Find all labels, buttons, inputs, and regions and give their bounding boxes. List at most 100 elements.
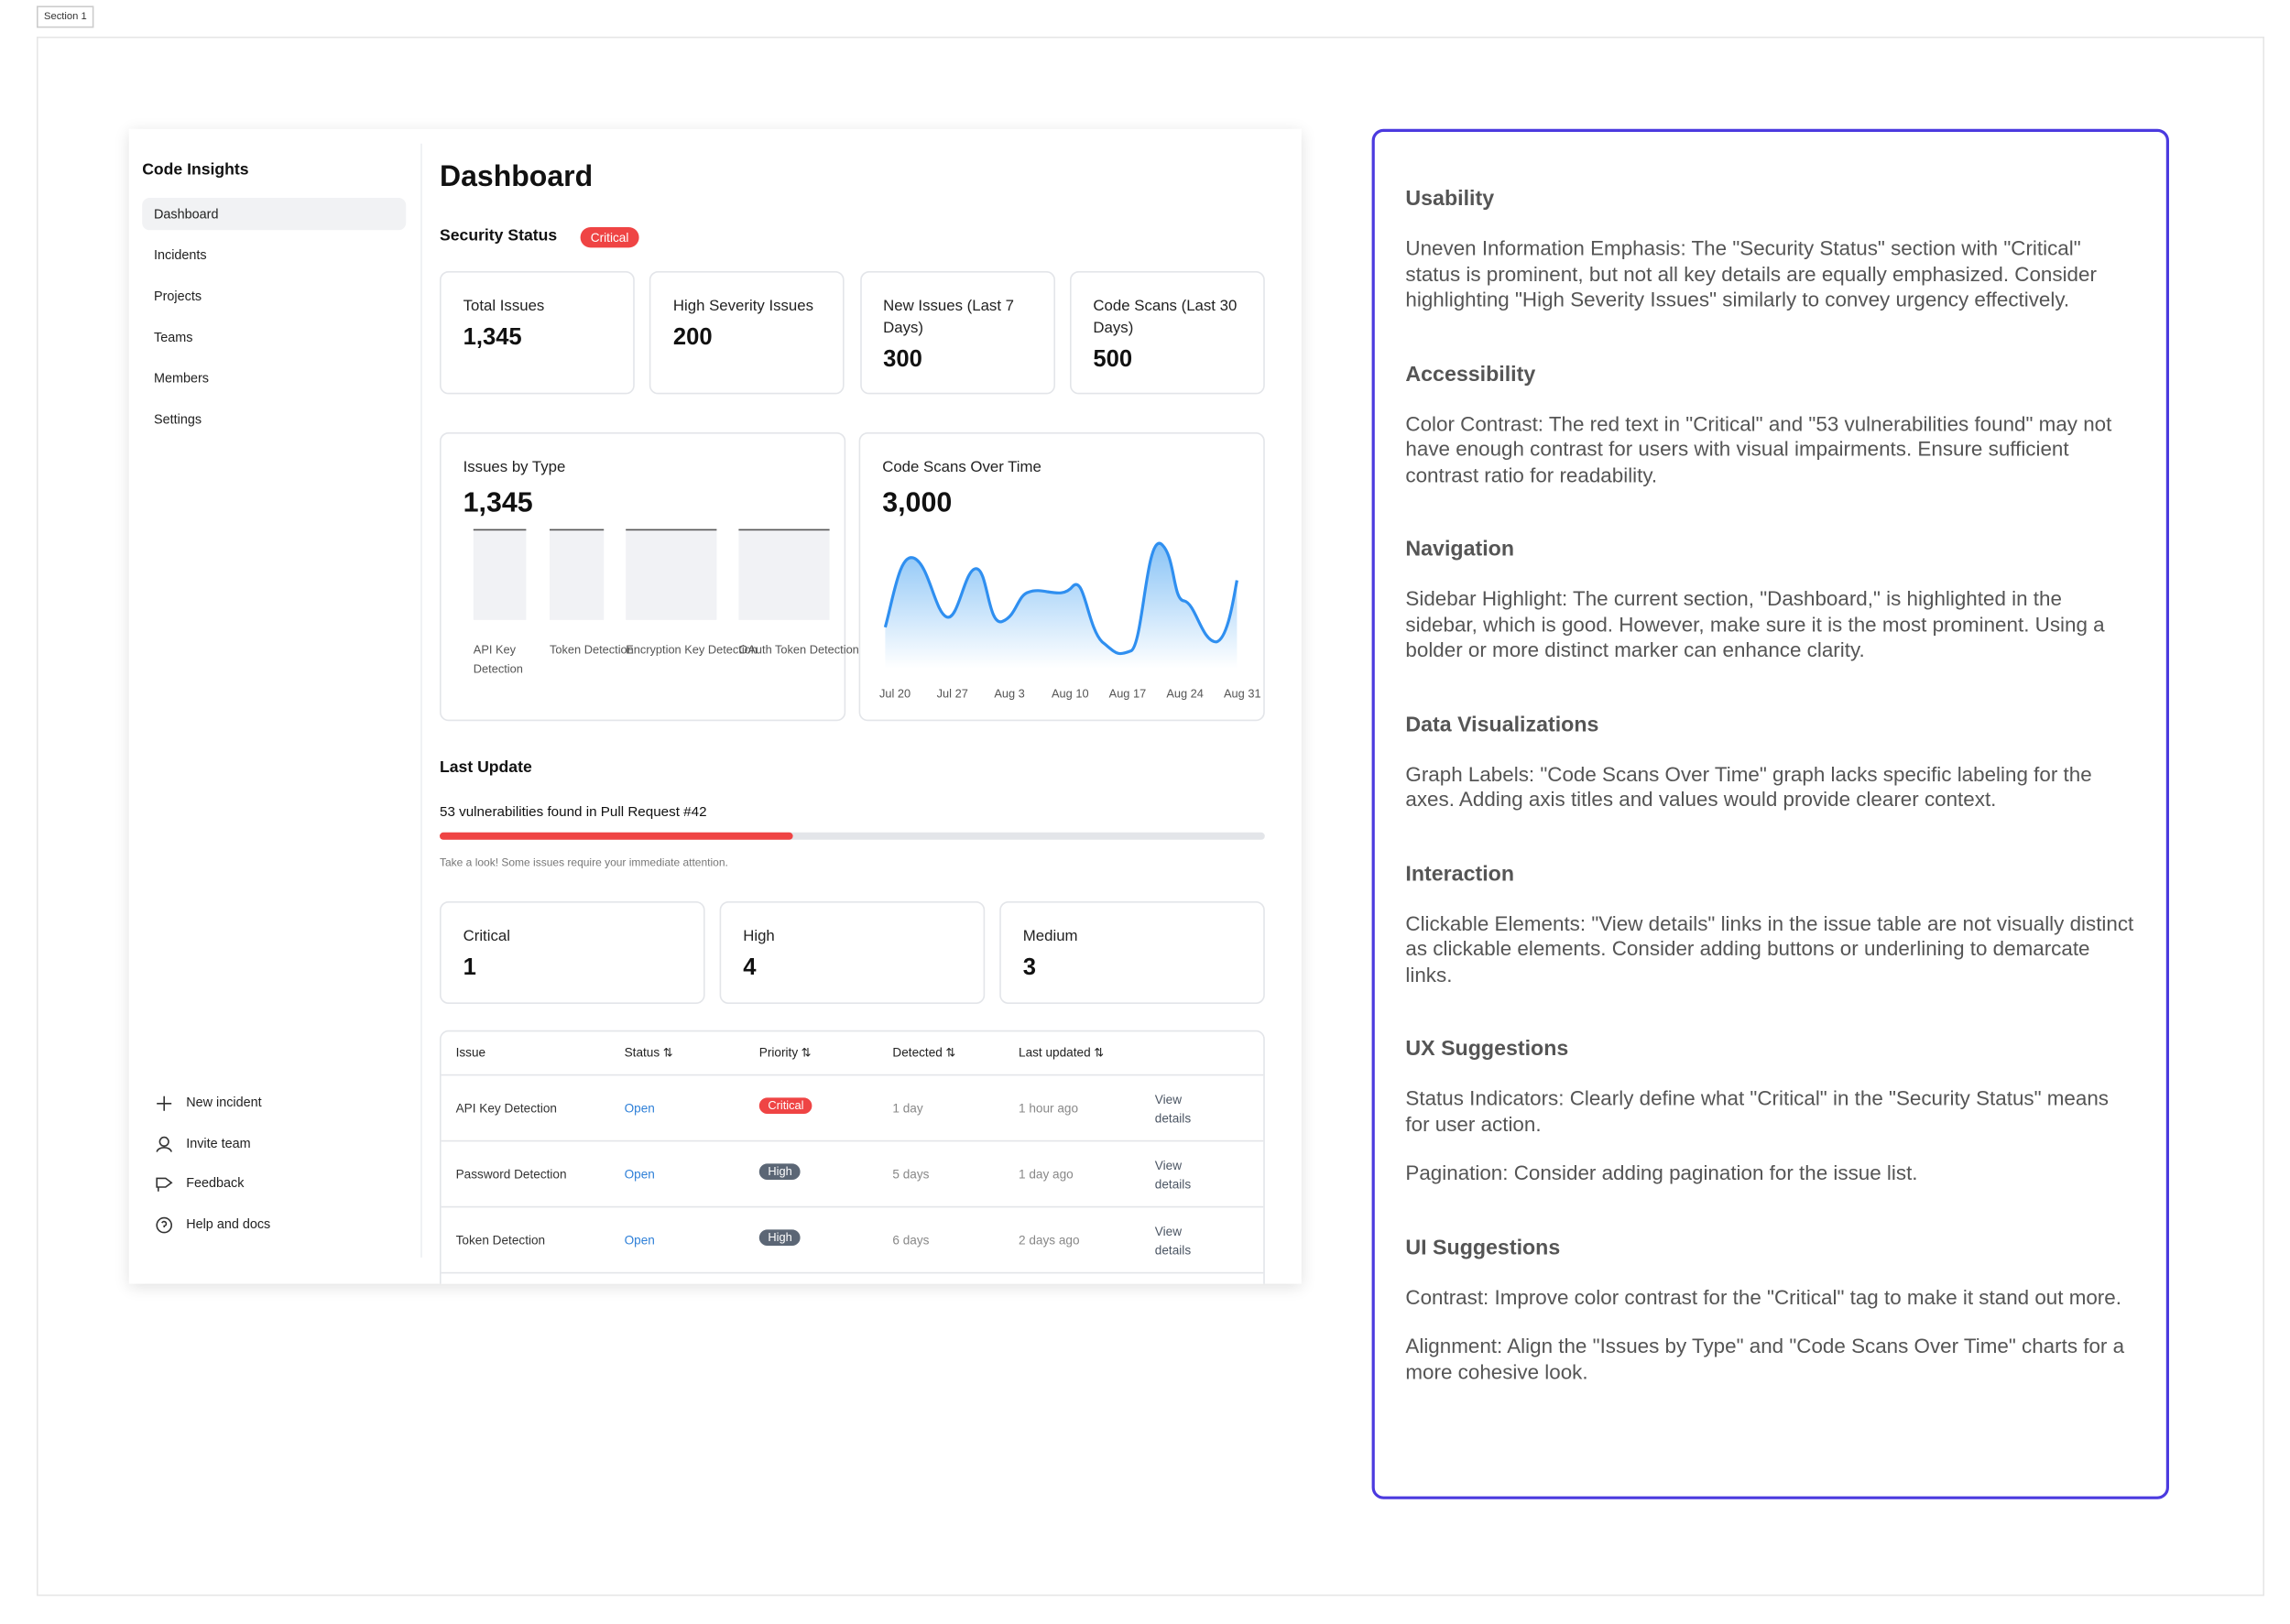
severity-label: Medium [1022, 927, 1078, 945]
stat-label: Code Scans (Last 30 Days) [1093, 297, 1238, 337]
nav-item[interactable]: Settings [154, 411, 202, 427]
severity-value: 4 [743, 955, 757, 981]
footer-link[interactable]: Invite team [186, 1135, 251, 1150]
table-cell: 2 days ago [1019, 1232, 1080, 1248]
progress-fill [440, 832, 793, 840]
icon [156, 1216, 173, 1233]
priority-pill: Critical [758, 1097, 813, 1114]
review-text: Pagination: Consider adding pagination f… [1405, 1161, 1918, 1184]
review-text: Sidebar Highlight: The current section, … [1405, 586, 2105, 661]
issue-table: Issue Status ⇅ Priority ⇅ Detected ⇅ Last up… [440, 1030, 1265, 1284]
footer-link[interactable]: Feedback [186, 1175, 245, 1191]
x-tick-label: Aug 10 [1052, 687, 1089, 701]
severity-value: 1 [463, 955, 476, 981]
x-tick-label: Aug 17 [1108, 687, 1147, 701]
review-section: UX Suggestions Status Indicators: Clearly… [1405, 1038, 2135, 1186]
last-update-title: Last Update [440, 758, 532, 777]
page-title: Dashboard [440, 161, 594, 194]
priority-pill: High [758, 1163, 802, 1180]
severity-card: High 4 [719, 901, 986, 1004]
review-heading: UI Suggestions [1405, 1236, 1561, 1260]
bar-label: Encryption Key Detection [626, 643, 758, 657]
bar-label: OAuth Token Detection [738, 643, 859, 657]
card-title: Code Scans Over Time [882, 458, 1041, 476]
nav-item[interactable]: Projects [154, 289, 202, 304]
line-chart [883, 541, 1238, 669]
progress-track [440, 832, 1265, 840]
x-tick-label: Jul 20 [879, 687, 911, 701]
review-text: Graph Labels: "Code Scans Over Time" gra… [1405, 761, 2092, 811]
x-tick-label: Aug 3 [994, 687, 1025, 701]
bar [473, 529, 527, 620]
nav-item[interactable]: Teams [154, 330, 193, 344]
nav-item[interactable]: Members [154, 370, 210, 386]
review-heading: Data Visualizations [1405, 713, 1599, 736]
review-heading: Accessibility [1405, 363, 1536, 387]
sort-icon[interactable]: ⇅ [1090, 1046, 1104, 1060]
scans-card: Code Scans Over Time 3,000 Jul 20 Jul 27 A… [858, 432, 1265, 722]
table-cell: Open [624, 1232, 655, 1248]
table-cell: 1 day [892, 1100, 923, 1116]
severity-label: Critical [463, 927, 510, 945]
review-text: Status Indicators: Clearly define what "… [1405, 1085, 2110, 1136]
review-panel: Usability Uneven Information Emphasis: Th… [1371, 128, 2169, 1499]
status-label: Security Status [440, 227, 558, 245]
sort-icon[interactable]: ⇅ [942, 1046, 956, 1060]
nav-icon [156, 1134, 173, 1152]
section-label: Section 1 [37, 5, 94, 28]
severity-card: Medium 3 [999, 901, 1265, 1004]
table-cell: Password Detection [455, 1166, 567, 1182]
review-text: Clickable Elements: "View details" links… [1405, 910, 2134, 986]
view-details[interactable]: View details [1154, 1158, 1192, 1192]
footer-link[interactable]: New incident [186, 1095, 262, 1110]
table-cell: Open [624, 1166, 655, 1182]
footer-link[interactable]: Help and docs [186, 1215, 271, 1231]
bar [550, 529, 605, 620]
review-text: Contrast: Improve color contrast for the… [1405, 1284, 2121, 1308]
table-header: Detected ⇅ [892, 1044, 956, 1060]
priority-pill: High [758, 1229, 802, 1246]
x-tick-label: Aug 31 [1224, 687, 1261, 701]
bar-label: API Key Detection [473, 643, 523, 675]
icon [156, 1136, 172, 1152]
table-cell: Token Detection [455, 1232, 546, 1248]
nav-item[interactable]: Dashboard [142, 198, 407, 231]
nav-icon [156, 1215, 173, 1233]
sort-icon[interactable]: ⇅ [660, 1046, 673, 1060]
status-badge: Critical [580, 227, 639, 248]
table-cell: 6 days [892, 1232, 930, 1248]
view-details[interactable]: View details [1154, 1224, 1192, 1258]
x-tick-label: Jul 27 [936, 687, 968, 701]
view-details[interactable]: View details [1154, 1092, 1192, 1126]
stat-value: 300 [883, 347, 922, 373]
review-section: Navigation Sidebar Highlight: The current… [1405, 538, 2135, 663]
stat-value: 200 [672, 325, 713, 351]
table-header: Priority ⇅ [758, 1044, 812, 1060]
table-header: Last updated ⇅ [1019, 1044, 1104, 1060]
icon [156, 1177, 173, 1192]
bar-label: Token Detection [550, 643, 634, 657]
review-text: Alignment: Align the "Issues by Type" an… [1405, 1334, 2125, 1383]
last-update-note: Take a look! Some issues require your im… [440, 856, 728, 869]
nav-item[interactable]: Incidents [154, 247, 207, 263]
table-cell: 1 hour ago [1019, 1100, 1079, 1116]
nav-icon [156, 1174, 173, 1192]
table-cell: 5 days [892, 1166, 930, 1182]
frame [37, 37, 2264, 1597]
review-section: Accessibility Color Contrast: The red tex… [1405, 363, 2135, 488]
severity-value: 3 [1022, 955, 1037, 981]
stat-card: Total Issues 1,345 [440, 271, 635, 395]
stat-card: New Issues (Last 7 Days) 300 [859, 271, 1055, 395]
severity-card: Critical 1 [440, 901, 705, 1004]
table-divider [441, 1074, 1264, 1076]
row-divider [441, 1271, 1264, 1274]
review-text: Color Contrast: The red text in "Critica… [1405, 410, 2112, 486]
row-divider [441, 1139, 1264, 1142]
card-title: Issues by Type [463, 458, 566, 476]
sort-icon[interactable]: ⇅ [798, 1046, 812, 1060]
table-header: Status ⇅ [624, 1044, 673, 1060]
table-cell: Open [624, 1100, 655, 1116]
stat-card: Code Scans (Last 30 Days) 500 [1069, 271, 1265, 395]
